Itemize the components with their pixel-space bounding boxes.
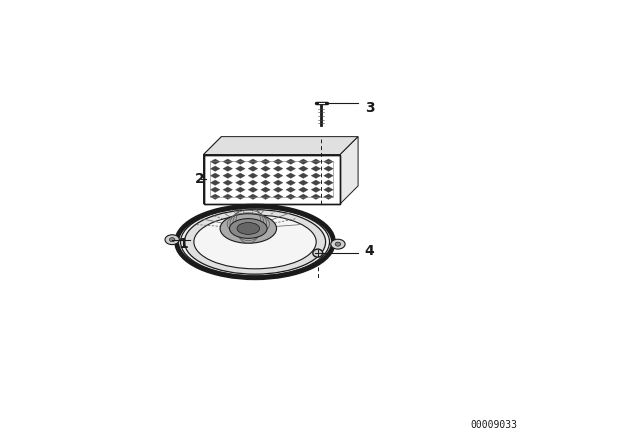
Polygon shape [298,187,308,192]
Polygon shape [223,194,232,199]
Polygon shape [223,180,232,185]
Polygon shape [273,173,283,178]
Polygon shape [211,194,220,199]
Polygon shape [273,187,283,192]
Polygon shape [204,155,340,204]
Polygon shape [273,180,283,185]
Polygon shape [260,187,270,192]
Text: 2: 2 [195,172,204,186]
Polygon shape [273,159,283,164]
Ellipse shape [335,242,340,246]
Polygon shape [248,166,258,171]
Polygon shape [324,159,333,164]
Polygon shape [286,159,296,164]
Polygon shape [286,187,296,192]
Ellipse shape [184,210,326,274]
Polygon shape [324,194,333,199]
Polygon shape [248,187,258,192]
Polygon shape [211,159,220,164]
Polygon shape [260,166,270,171]
Polygon shape [236,194,245,199]
Ellipse shape [313,249,323,257]
Polygon shape [324,173,333,178]
Polygon shape [324,187,333,192]
Polygon shape [340,137,358,204]
Polygon shape [286,194,296,199]
Polygon shape [298,194,308,199]
Polygon shape [273,166,283,171]
Polygon shape [260,173,270,178]
Polygon shape [211,187,220,192]
Ellipse shape [331,239,345,249]
Polygon shape [324,166,333,171]
Polygon shape [248,180,258,185]
Polygon shape [248,159,258,164]
Text: 4: 4 [365,244,374,258]
Ellipse shape [220,214,276,243]
Polygon shape [311,166,321,171]
Polygon shape [236,166,245,171]
Polygon shape [236,159,245,164]
Ellipse shape [165,235,179,245]
Ellipse shape [177,206,333,278]
Polygon shape [260,194,270,199]
Polygon shape [223,173,232,178]
Polygon shape [236,180,245,185]
Text: 1: 1 [179,237,189,251]
Ellipse shape [170,237,175,242]
Polygon shape [273,194,283,199]
Polygon shape [223,159,232,164]
Polygon shape [311,187,321,192]
Polygon shape [223,166,232,171]
Polygon shape [311,194,321,199]
Polygon shape [236,187,245,192]
Text: 00009033: 00009033 [470,420,517,430]
Polygon shape [311,159,321,164]
Ellipse shape [237,223,260,234]
Polygon shape [298,180,308,185]
Text: 3: 3 [365,100,374,115]
Polygon shape [324,180,333,185]
Polygon shape [223,187,232,192]
Polygon shape [311,173,321,178]
Polygon shape [298,166,308,171]
Polygon shape [248,194,258,199]
Polygon shape [211,173,220,178]
Polygon shape [311,180,321,185]
Polygon shape [286,166,296,171]
Ellipse shape [180,208,330,276]
Polygon shape [211,166,220,171]
Polygon shape [204,137,221,204]
Polygon shape [286,173,296,178]
Polygon shape [298,159,308,164]
Polygon shape [236,173,245,178]
Ellipse shape [194,215,316,269]
Polygon shape [260,180,270,185]
Polygon shape [211,180,220,185]
Polygon shape [204,137,358,155]
Polygon shape [286,180,296,185]
Ellipse shape [230,219,267,238]
Polygon shape [260,159,270,164]
Polygon shape [248,173,258,178]
Polygon shape [298,173,308,178]
